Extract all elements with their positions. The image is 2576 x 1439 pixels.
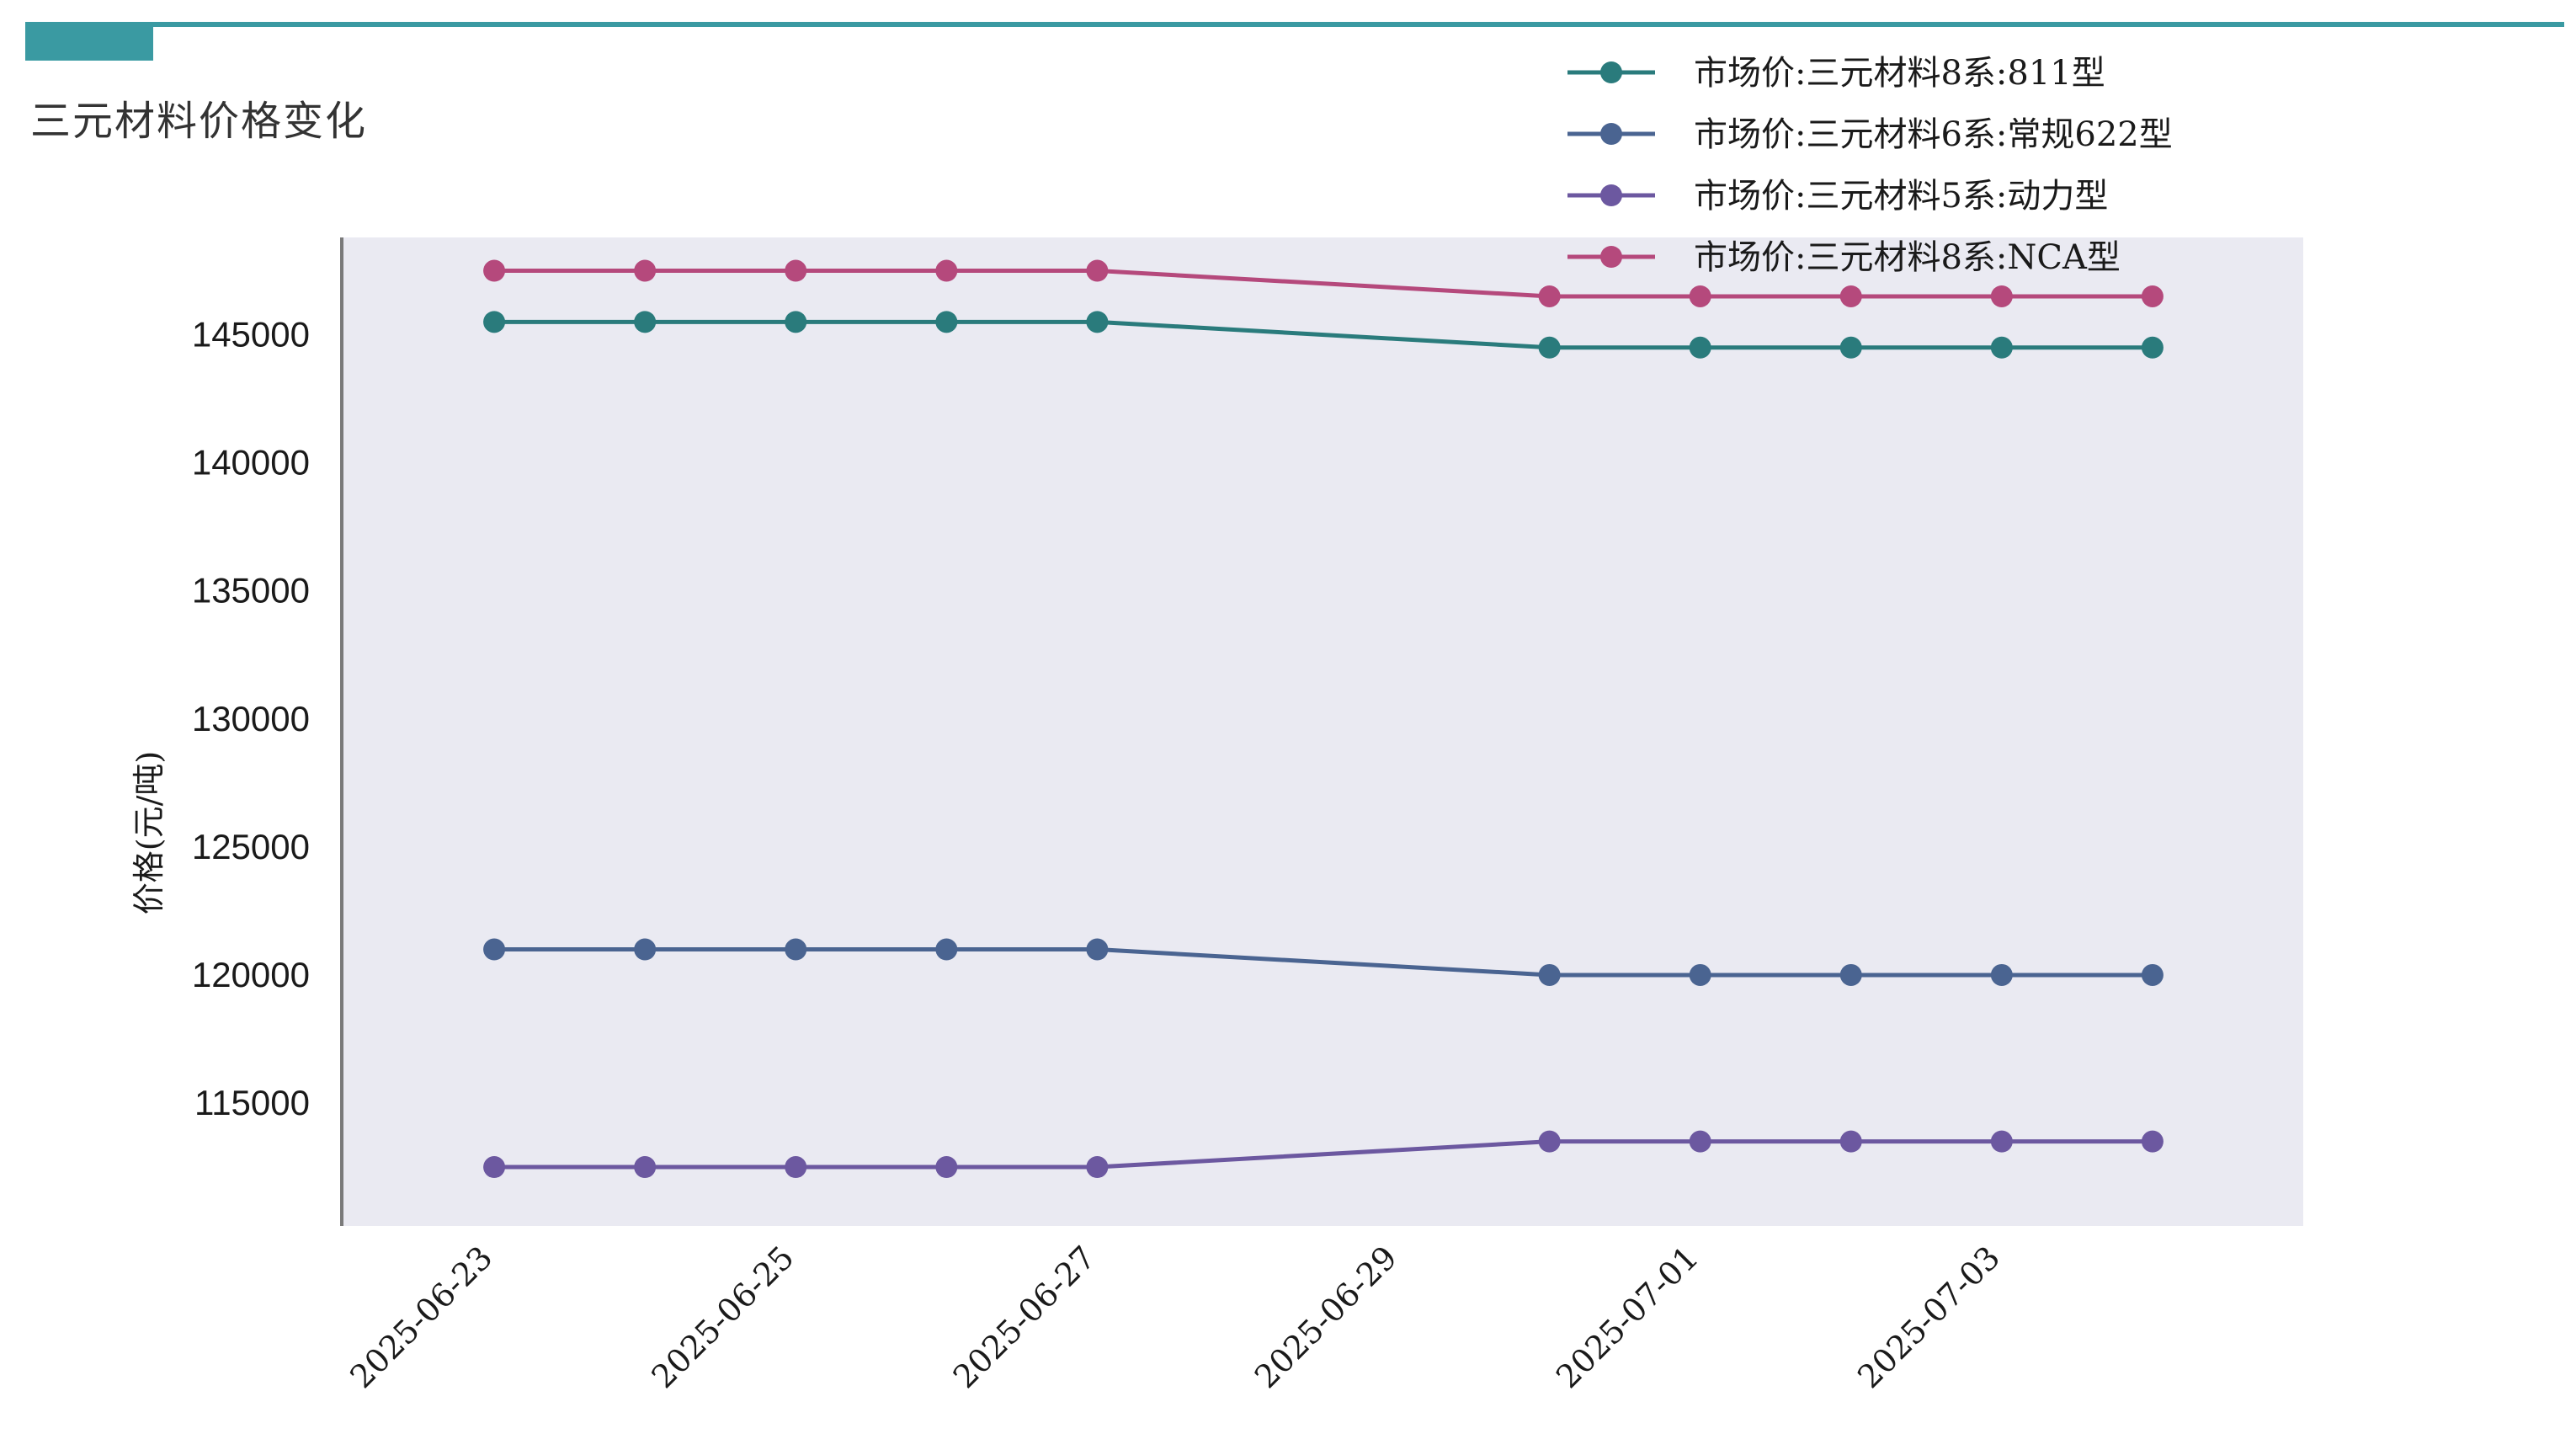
data-point bbox=[785, 311, 807, 333]
y-tick-labels: 115000 120000 125000 130000 135000 140000 1450… bbox=[192, 315, 310, 1122]
series-layer bbox=[483, 259, 2164, 1179]
data-point bbox=[1086, 259, 1109, 282]
data-point bbox=[1689, 336, 1711, 359]
series-line bbox=[494, 1139, 2153, 1170]
data-point bbox=[1990, 285, 2013, 307]
y-tick-label: 145000 bbox=[192, 315, 310, 354]
data-point bbox=[1839, 963, 1862, 986]
plot-background bbox=[343, 237, 2303, 1226]
legend-marker bbox=[1600, 246, 1622, 268]
data-point bbox=[1689, 1130, 1711, 1153]
data-point bbox=[1990, 336, 2013, 359]
y-tick-label: 130000 bbox=[192, 699, 310, 738]
legend-marker bbox=[1600, 61, 1622, 83]
series-2 bbox=[483, 938, 2164, 986]
header-accent-block bbox=[25, 25, 153, 61]
series-1 bbox=[483, 311, 2164, 359]
data-point bbox=[935, 938, 958, 961]
data-point bbox=[1086, 1156, 1109, 1179]
x-tick-label: 2025-06-27 bbox=[946, 1239, 1103, 1395]
data-point bbox=[483, 1156, 506, 1179]
data-point bbox=[785, 938, 807, 961]
x-tick-label: 2025-06-25 bbox=[645, 1239, 801, 1395]
legend-item: 市场价:三元材料5系:动力型 bbox=[1567, 177, 2108, 216]
series-4 bbox=[483, 259, 2164, 307]
data-point bbox=[935, 1156, 958, 1179]
data-point bbox=[2141, 336, 2164, 359]
y-tick-label: 140000 bbox=[192, 443, 310, 482]
y-tick-label: 135000 bbox=[192, 571, 310, 610]
data-point bbox=[935, 311, 958, 333]
x-tick-label: 2025-07-01 bbox=[1549, 1239, 1706, 1395]
legend-marker bbox=[1600, 123, 1622, 145]
series-3 bbox=[483, 1130, 2164, 1179]
data-point bbox=[1839, 1130, 1862, 1153]
data-point bbox=[1839, 285, 1862, 307]
data-point bbox=[1086, 938, 1109, 961]
data-point bbox=[634, 311, 657, 333]
data-point bbox=[483, 259, 506, 282]
legend-item: 市场价:三元材料6系:常规622型 bbox=[1567, 115, 2173, 154]
page-title: 三元材料价格变化 bbox=[30, 98, 368, 145]
legend-label: 市场价:三元材料5系:动力型 bbox=[1694, 177, 2108, 216]
legend-label: 市场价:三元材料8系:811型 bbox=[1694, 54, 2105, 93]
data-point bbox=[2141, 1130, 2164, 1153]
y-axis-title: 价格(元/吨) bbox=[130, 751, 168, 914]
data-point bbox=[1538, 285, 1561, 307]
data-point bbox=[1538, 1130, 1561, 1153]
x-tick-label: 2025-07-03 bbox=[1850, 1239, 2007, 1395]
legend-item: 市场价:三元材料8系:NCA型 bbox=[1567, 238, 2121, 277]
legend: 市场价:三元材料8系:811型市场价:三元材料6系:常规622型市场价:三元材料… bbox=[1567, 54, 2173, 277]
legend-marker bbox=[1600, 184, 1622, 206]
data-point bbox=[1990, 1130, 2013, 1153]
data-point bbox=[1689, 285, 1711, 307]
data-point bbox=[483, 938, 506, 961]
legend-item: 市场价:三元材料8系:811型 bbox=[1567, 54, 2105, 93]
data-point bbox=[1538, 336, 1561, 359]
legend-label: 市场价:三元材料8系:NCA型 bbox=[1694, 238, 2121, 277]
data-point bbox=[634, 1156, 657, 1179]
y-tick-label: 125000 bbox=[192, 827, 310, 866]
header-accent-rule bbox=[25, 22, 2564, 27]
data-point bbox=[1086, 311, 1109, 333]
legend-label: 市场价:三元材料6系:常规622型 bbox=[1694, 115, 2173, 154]
y-tick-label: 115000 bbox=[194, 1083, 310, 1122]
y-tick-label: 120000 bbox=[192, 955, 310, 994]
data-point bbox=[2141, 285, 2164, 307]
x-tick-label: 2025-06-23 bbox=[343, 1239, 499, 1395]
series-line bbox=[494, 947, 2153, 978]
data-point bbox=[634, 259, 657, 282]
series-line bbox=[494, 319, 2153, 350]
series-line bbox=[494, 269, 2153, 299]
data-point bbox=[1689, 963, 1711, 986]
data-point bbox=[1839, 336, 1862, 359]
data-point bbox=[634, 938, 657, 961]
data-point bbox=[935, 259, 958, 282]
data-point bbox=[483, 311, 506, 333]
x-tick-labels: 2025-06-23 2025-06-25 2025-06-27 2025-06-29… bbox=[343, 1239, 2007, 1395]
data-point bbox=[2141, 963, 2164, 986]
data-point bbox=[785, 259, 807, 282]
x-tick-label: 2025-06-29 bbox=[1248, 1239, 1404, 1395]
data-point bbox=[1538, 963, 1561, 986]
data-point bbox=[1990, 963, 2013, 986]
data-point bbox=[785, 1156, 807, 1179]
